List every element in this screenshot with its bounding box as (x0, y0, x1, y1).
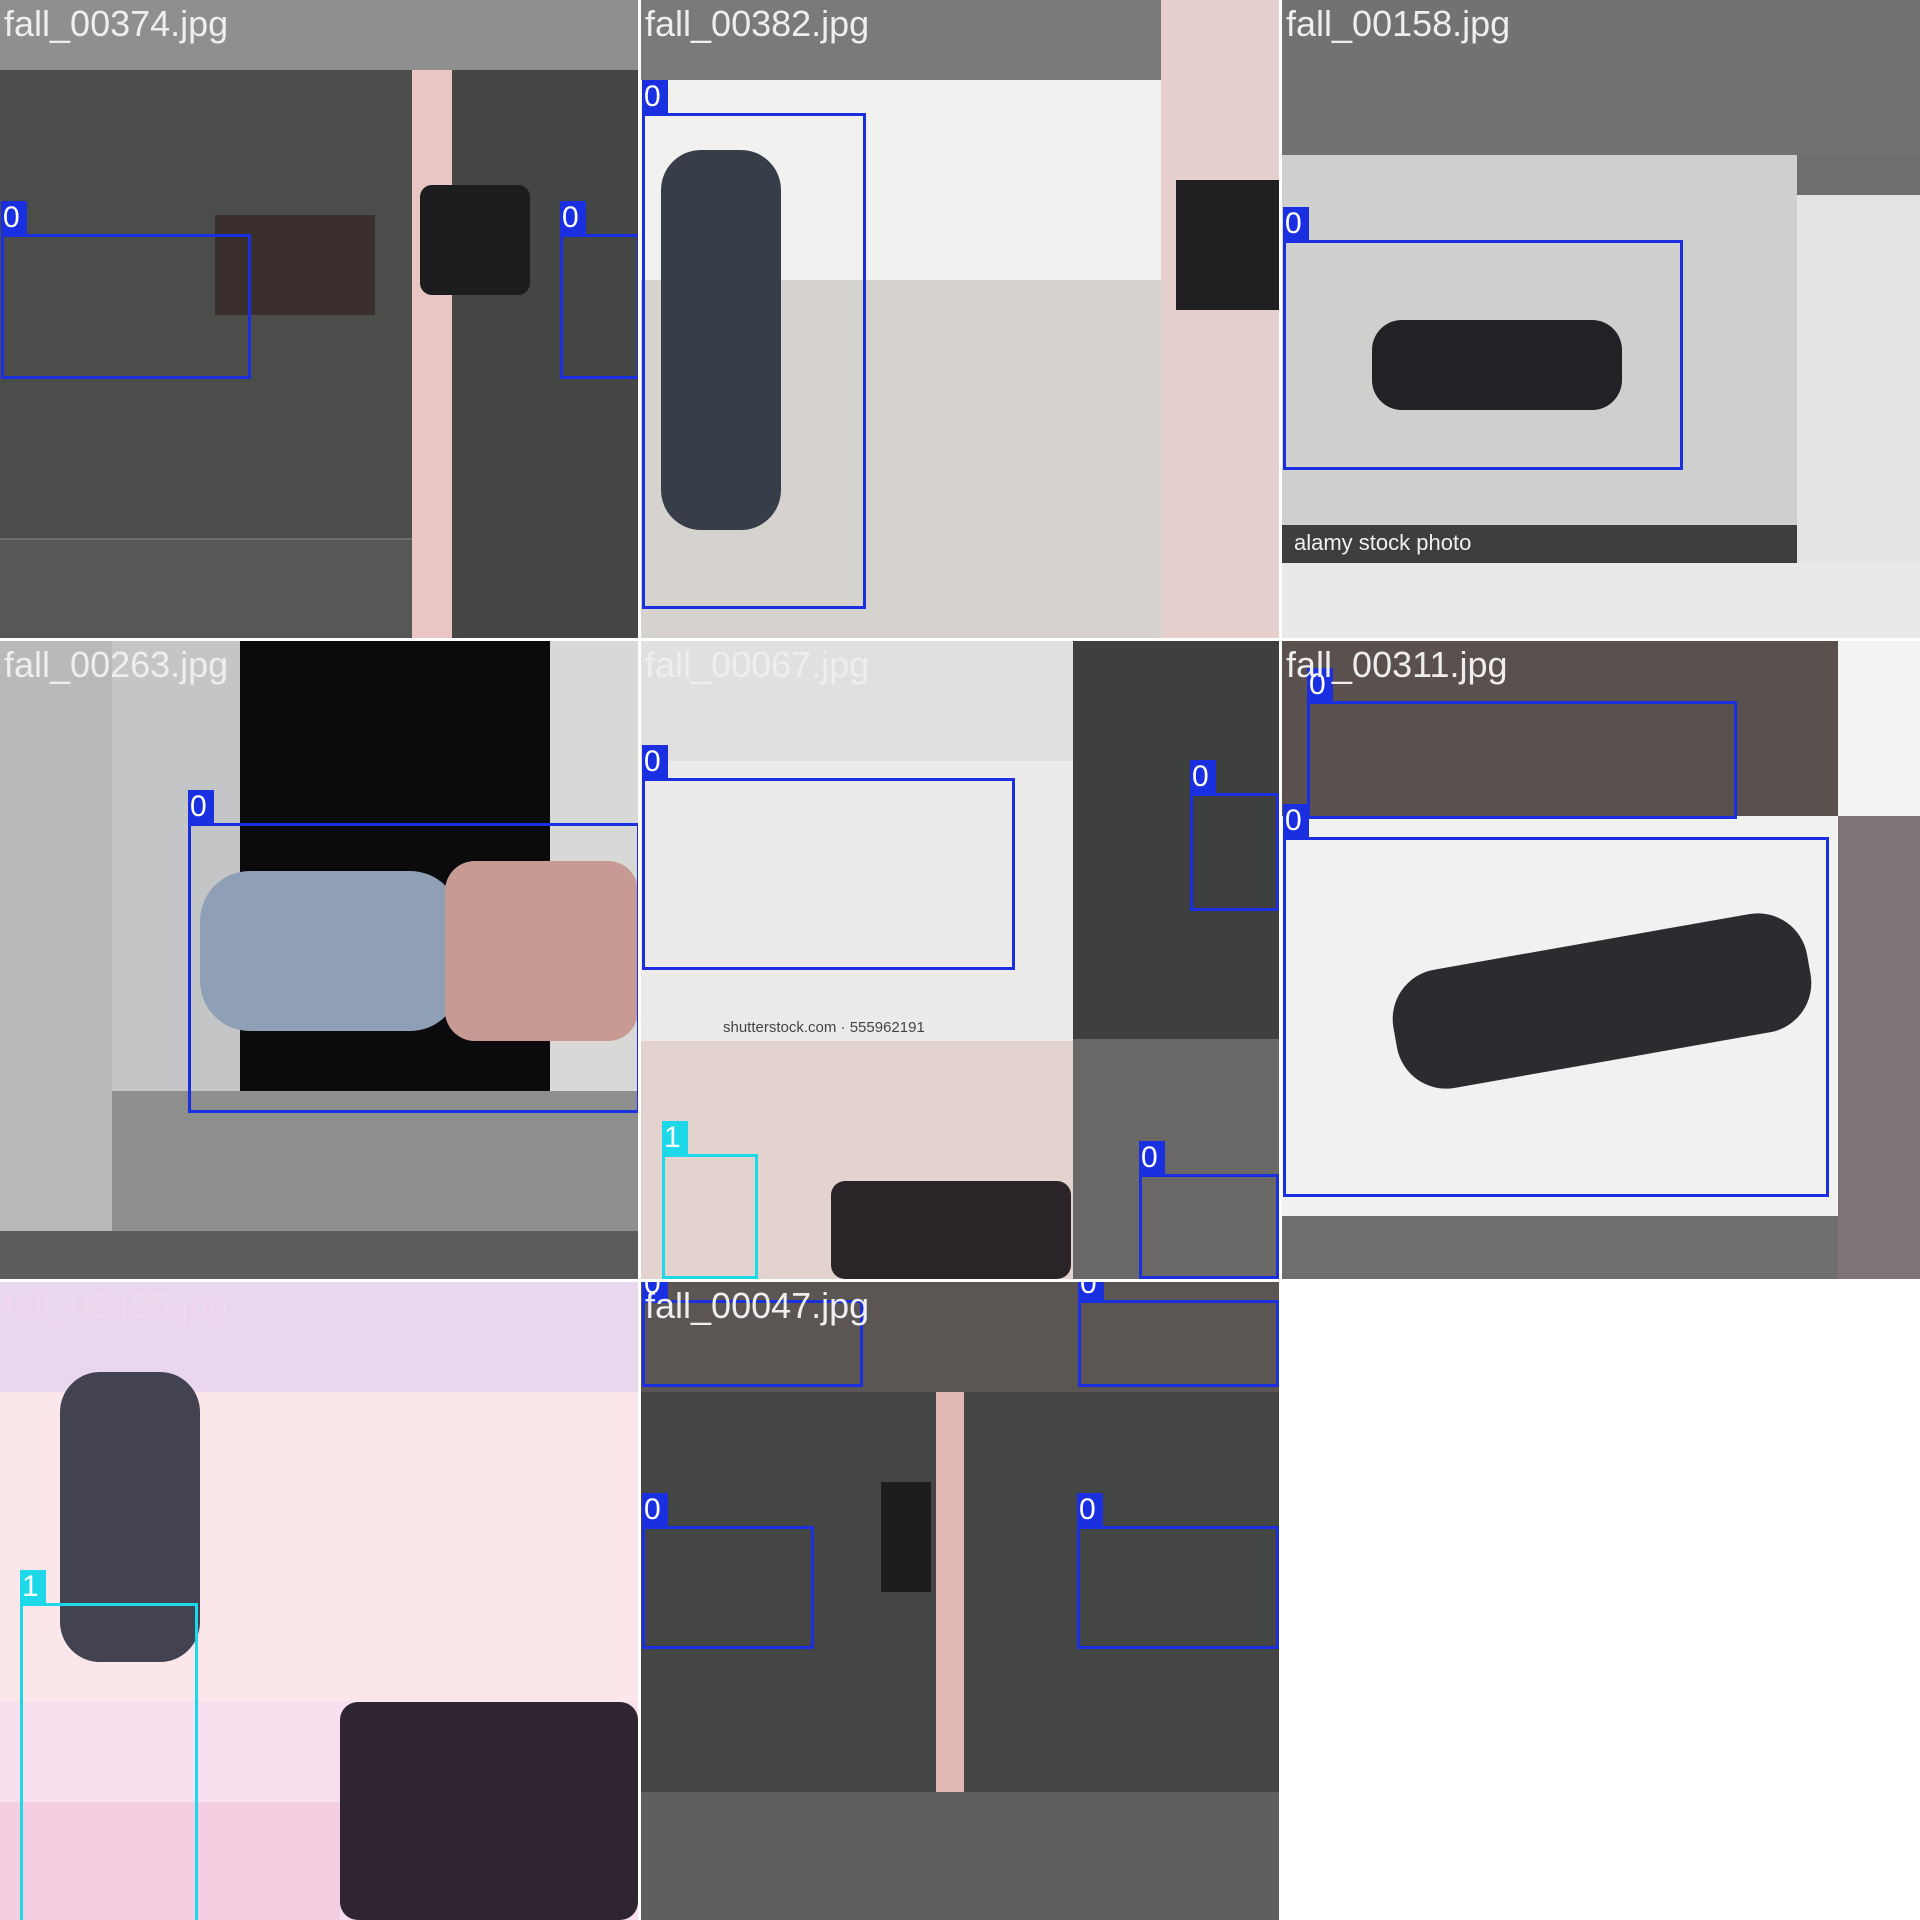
bounding-box: 0 (1283, 804, 1829, 1197)
image-filename: fall_00382.jpg (645, 3, 870, 44)
image-region (1282, 1216, 1838, 1279)
bounding-box: 0 (1077, 1493, 1279, 1649)
image-region (831, 1181, 1071, 1279)
image-filename: fall_00263.jpg (4, 644, 229, 685)
class-label: 0 (642, 80, 668, 114)
image-region (641, 641, 1073, 761)
image-region (1372, 320, 1622, 410)
image-filename: fall_00047.jpg (645, 1285, 870, 1326)
class-label: 0 (1, 201, 27, 235)
bounding-box: 0 (642, 1282, 863, 1387)
image-region (0, 540, 412, 638)
mosaic-tile: fall_00405.jpg 1 (0, 1282, 638, 1920)
class-label: 0 (1078, 1282, 1104, 1301)
class-label: 0 (188, 790, 214, 824)
image-region (641, 0, 1161, 80)
image-region (0, 1231, 638, 1279)
mosaic-tile: fall_00263.jpg 0 (0, 641, 638, 1279)
watermark-text: alamy stock photo (1294, 530, 1472, 555)
class-label: 0 (1190, 760, 1216, 794)
image-region (661, 150, 781, 530)
image-region (420, 185, 530, 295)
image-region (1161, 0, 1279, 638)
class-label: 0 (1283, 804, 1309, 838)
class-label: 0 (560, 201, 586, 235)
class-label: 0 (642, 745, 668, 779)
mosaic-tile: fall_00374.jpg 0 0 (0, 0, 638, 638)
image-region (641, 1792, 1279, 1920)
image-filename: fall_00405.jpg (4, 1285, 229, 1326)
bounding-box: 0 (188, 790, 638, 1113)
class-label: 1 (20, 1570, 46, 1604)
watermark-text: shutterstock.com · 555962191 (723, 1019, 925, 1036)
image-region (1282, 525, 1797, 563)
image-region (445, 861, 638, 1041)
image-region (200, 871, 460, 1031)
bounding-box: 0 (642, 80, 866, 609)
class-label: 0 (642, 1493, 668, 1527)
bounding-box: 0 (1283, 207, 1683, 470)
image-region (1797, 195, 1920, 563)
image-region (0, 641, 112, 1279)
image-region (0, 1802, 340, 1920)
image-region (1282, 0, 1920, 155)
mosaic-tile: fall_00311.jpg 0 0 (1282, 641, 1920, 1279)
class-label: 1 (662, 1121, 688, 1155)
bounding-box: 0 (642, 1493, 814, 1649)
bounding-box: 0 (1190, 760, 1279, 911)
image-region (1282, 563, 1920, 638)
bounding-box: 1 (20, 1570, 198, 1920)
image-region (452, 70, 638, 638)
image-filename: fall_00374.jpg (4, 3, 229, 44)
image-filename: fall_00158.jpg (1286, 3, 1511, 44)
bounding-box: 0 (560, 201, 638, 379)
class-label: 0 (1139, 1141, 1165, 1175)
class-label: 0 (1077, 1493, 1103, 1527)
mosaic-tile: fall_00047.jpg 0 0 0 0 (641, 1282, 1279, 1920)
bounding-box: 0 (1139, 1141, 1279, 1279)
image-filename: fall_00311.jpg (1286, 644, 1508, 685)
mosaic-tile: fall_00382.jpg 0 (641, 0, 1279, 638)
image-region (1073, 641, 1279, 1039)
bounding-box: 0 (1078, 1282, 1279, 1387)
image-region (0, 0, 638, 70)
image-region (1073, 1039, 1279, 1279)
image-region (1838, 641, 1920, 816)
image-region (881, 1482, 931, 1592)
class-label: 0 (642, 1282, 668, 1301)
bounding-box: 0 (642, 745, 1015, 970)
image-region (1282, 641, 1838, 816)
class-label: 0 (1283, 207, 1309, 241)
image-region (936, 1392, 964, 1792)
image-region (1838, 816, 1920, 1279)
image-filename: fall_00067.jpg (645, 644, 870, 685)
bounding-box: 0 (1, 201, 251, 379)
bounding-box: 1 (662, 1121, 758, 1279)
mosaic-tile: fall_00067.jpg shutterstock.com · 555962… (641, 641, 1279, 1279)
mosaic-tile: fall_00158.jpg alamy stock photo 0 (1282, 0, 1920, 638)
image-region (412, 70, 452, 638)
image-region (60, 1372, 200, 1662)
image-region (340, 1702, 638, 1920)
image-region (215, 215, 375, 315)
bounding-box: 0 (1307, 668, 1737, 819)
class-label: 0 (1307, 668, 1333, 702)
image-region (1176, 180, 1279, 310)
image-region (112, 1091, 638, 1231)
